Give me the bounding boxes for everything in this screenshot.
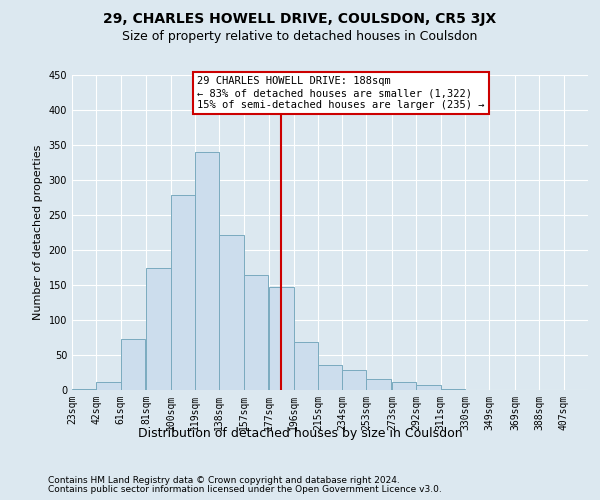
Bar (416, 385, 441, 390)
Text: Contains HM Land Registry data © Crown copyright and database right 2024.: Contains HM Land Registry data © Crown c… (48, 476, 400, 485)
Bar (195, 152, 219, 390)
Text: 29, CHARLES HOWELL DRIVE, COULSDON, CR5 3JX: 29, CHARLES HOWELL DRIVE, COULSDON, CR5 … (103, 12, 497, 26)
Bar (293, 342, 318, 390)
Bar (318, 365, 342, 390)
Bar (97, 382, 121, 390)
Bar (244, 274, 268, 390)
Bar (367, 379, 391, 390)
Bar (146, 268, 170, 390)
Bar (392, 382, 416, 390)
Bar (269, 287, 293, 390)
Bar (342, 370, 367, 390)
Text: Distribution of detached houses by size in Coulsdon: Distribution of detached houses by size … (137, 428, 463, 440)
Bar (170, 196, 195, 390)
Text: Contains public sector information licensed under the Open Government Licence v3: Contains public sector information licen… (48, 484, 442, 494)
Bar (72, 388, 97, 390)
Bar (219, 234, 244, 390)
Y-axis label: Number of detached properties: Number of detached properties (33, 145, 43, 320)
Text: 29 CHARLES HOWELL DRIVE: 188sqm
← 83% of detached houses are smaller (1,322)
15%: 29 CHARLES HOWELL DRIVE: 188sqm ← 83% of… (197, 76, 485, 110)
Bar (121, 339, 145, 390)
Text: Size of property relative to detached houses in Coulsdon: Size of property relative to detached ho… (122, 30, 478, 43)
